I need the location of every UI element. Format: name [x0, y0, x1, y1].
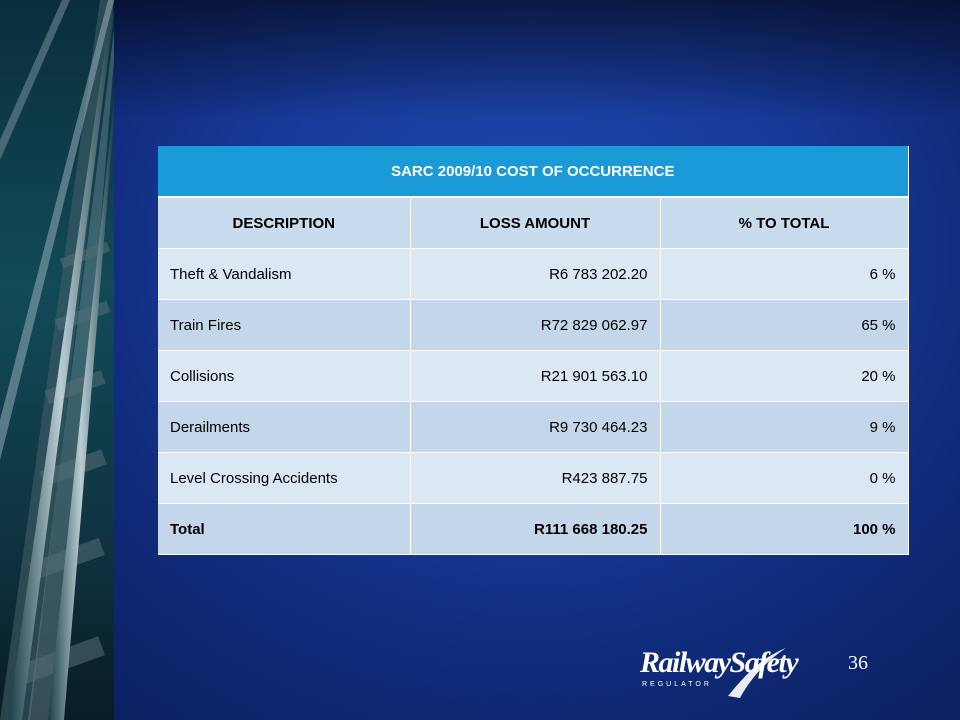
- percent-cell: 20 %: [660, 350, 909, 402]
- railway-tracks-graphic: [0, 0, 114, 720]
- table-title: SARC 2009/10 COST OF OCCURRENCE: [158, 146, 909, 198]
- table-row: Level Crossing Accidents R423 887.75 0 %: [158, 452, 909, 504]
- description-cell: Theft & Vandalism: [158, 248, 411, 300]
- percent-cell: 65 %: [660, 299, 909, 351]
- column-header-percent-total: % TO TOTAL: [660, 197, 909, 249]
- total-label-cell: Total: [158, 503, 411, 555]
- railway-safety-regulator-logo: RailwaySafety REGULATOR: [636, 644, 812, 700]
- description-cell: Train Fires: [158, 299, 411, 351]
- logo-swoosh-icon: [728, 648, 786, 698]
- logo-wordmark: RailwaySafety: [640, 646, 799, 679]
- cost-of-occurrence-table: SARC 2009/10 COST OF OCCURRENCE DESCRIPT…: [158, 146, 909, 555]
- column-header-description: DESCRIPTION: [158, 197, 411, 249]
- percent-cell: 0 %: [660, 452, 909, 504]
- description-cell: Level Crossing Accidents: [158, 452, 411, 504]
- total-row: Total R111 668 180.25 100 %: [158, 503, 909, 555]
- page-number: 36: [848, 652, 868, 674]
- column-header-loss-amount: LOSS AMOUNT: [410, 197, 661, 249]
- table-row: Train Fires R72 829 062.97 65 %: [158, 299, 909, 351]
- table-row: Derailments R9 730 464.23 9 %: [158, 401, 909, 453]
- table-row: Collisions R21 901 563.10 20 %: [158, 350, 909, 402]
- percent-cell: 6 %: [660, 248, 909, 300]
- railway-tracks-image: [0, 0, 114, 720]
- total-loss-cell: R111 668 180.25: [410, 503, 661, 555]
- table-row: Theft & Vandalism R6 783 202.20 6 %: [158, 248, 909, 300]
- loss-amount-cell: R6 783 202.20: [410, 248, 661, 300]
- total-percent-cell: 100 %: [660, 503, 909, 555]
- cost-table-container: SARC 2009/10 COST OF OCCURRENCE DESCRIPT…: [158, 146, 909, 555]
- logo-subtitle: REGULATOR: [642, 681, 712, 688]
- percent-cell: 9 %: [660, 401, 909, 453]
- description-cell: Derailments: [158, 401, 411, 453]
- top-shadow: [114, 0, 960, 120]
- loss-amount-cell: R72 829 062.97: [410, 299, 661, 351]
- description-cell: Collisions: [158, 350, 411, 402]
- loss-amount-cell: R21 901 563.10: [410, 350, 661, 402]
- loss-amount-cell: R423 887.75: [410, 452, 661, 504]
- loss-amount-cell: R9 730 464.23: [410, 401, 661, 453]
